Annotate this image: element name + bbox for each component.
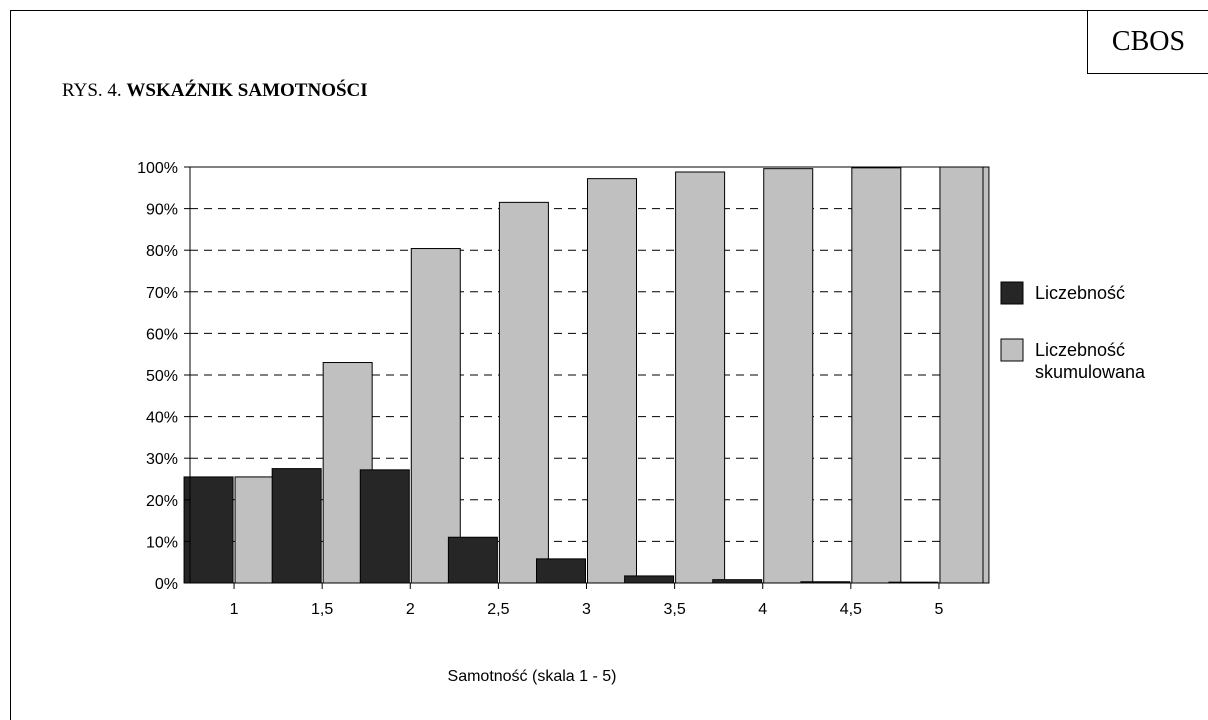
legend-label: skumulowana [1035, 362, 1146, 382]
y-tick-label: 60% [146, 326, 178, 343]
bar-skumulowana [851, 167, 902, 584]
figure-title-text: WSKAŹNIK SAMOTNOŚCI [126, 80, 368, 101]
y-tick-label: 70% [146, 285, 178, 302]
legend-label: Liczebność [1035, 340, 1125, 360]
bar-liczebnosc [624, 575, 675, 584]
bar-skumulowana [587, 178, 637, 584]
figure-title: RYS. 4. WSKAŹNIK SAMOTNOŚCI [62, 80, 368, 102]
axes [184, 166, 984, 589]
x-tick-label: 3,5 [663, 601, 685, 618]
x-tick-label: 1 [230, 601, 239, 618]
y-tick-label: 50% [146, 368, 178, 385]
bar-liczebnosc [359, 469, 410, 584]
bar-skumulowana [498, 201, 549, 584]
grid-lines [190, 208, 983, 542]
x-tick-label: 2,5 [487, 601, 509, 618]
bar-liczebnosc [271, 468, 322, 584]
x-tick-label: 5 [934, 601, 943, 618]
x-tick-label: 3 [582, 601, 591, 618]
y-tick-label: 100% [137, 160, 178, 177]
x-tick-labels: 1 1,5 2 2,5 3 3,5 4 4,5 5 [230, 601, 944, 618]
bar-liczebnosc [447, 536, 498, 584]
figure-prefix: RYS. 4. [62, 80, 122, 101]
y-tick-label: 90% [146, 202, 178, 219]
bars [183, 166, 990, 584]
cbos-badge: CBOS [1087, 10, 1208, 74]
x-axis-label: Samotność (skala 1 - 5) [448, 668, 617, 685]
legend-swatch [1000, 338, 1024, 362]
plot-area-border [189, 166, 984, 584]
y-tick-labels: 0% 10% 20% 30% 40% 50% 60% 70% 80% 90% 100% [137, 160, 178, 593]
bar-liczebnosc [183, 476, 234, 584]
bar-skumulowana [939, 166, 990, 584]
bar-liczebnosc [536, 558, 586, 584]
x-tick-label: 1,5 [311, 601, 333, 618]
y-tick-label: 20% [146, 493, 178, 510]
x-tick-label: 4 [758, 601, 767, 618]
y-tick-label: 10% [146, 534, 178, 551]
y-tick-label: 40% [146, 410, 178, 427]
y-tick-label: 30% [146, 451, 178, 468]
figure-frame [10, 10, 1208, 720]
y-tick-label: 0% [155, 576, 178, 593]
bar-skumulowana [675, 171, 726, 584]
legend-swatch [1000, 281, 1024, 305]
y-tick-label: 80% [146, 243, 178, 260]
bar-skumulowana [763, 168, 814, 584]
x-tick-label: 4,5 [840, 601, 862, 618]
x-tick-label: 2 [406, 601, 415, 618]
legend-label: Liczebność [1035, 283, 1125, 303]
bar-skumulowana [410, 248, 461, 584]
